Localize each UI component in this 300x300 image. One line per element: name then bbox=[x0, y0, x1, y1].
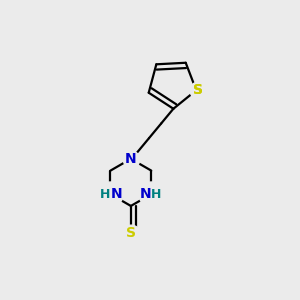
Text: N: N bbox=[140, 187, 151, 201]
Text: H: H bbox=[151, 188, 162, 201]
Text: H: H bbox=[100, 188, 110, 201]
Text: N: N bbox=[110, 187, 122, 201]
Text: S: S bbox=[126, 226, 136, 240]
Text: S: S bbox=[193, 83, 203, 97]
Text: N: N bbox=[125, 152, 137, 166]
Text: S: S bbox=[193, 83, 203, 97]
